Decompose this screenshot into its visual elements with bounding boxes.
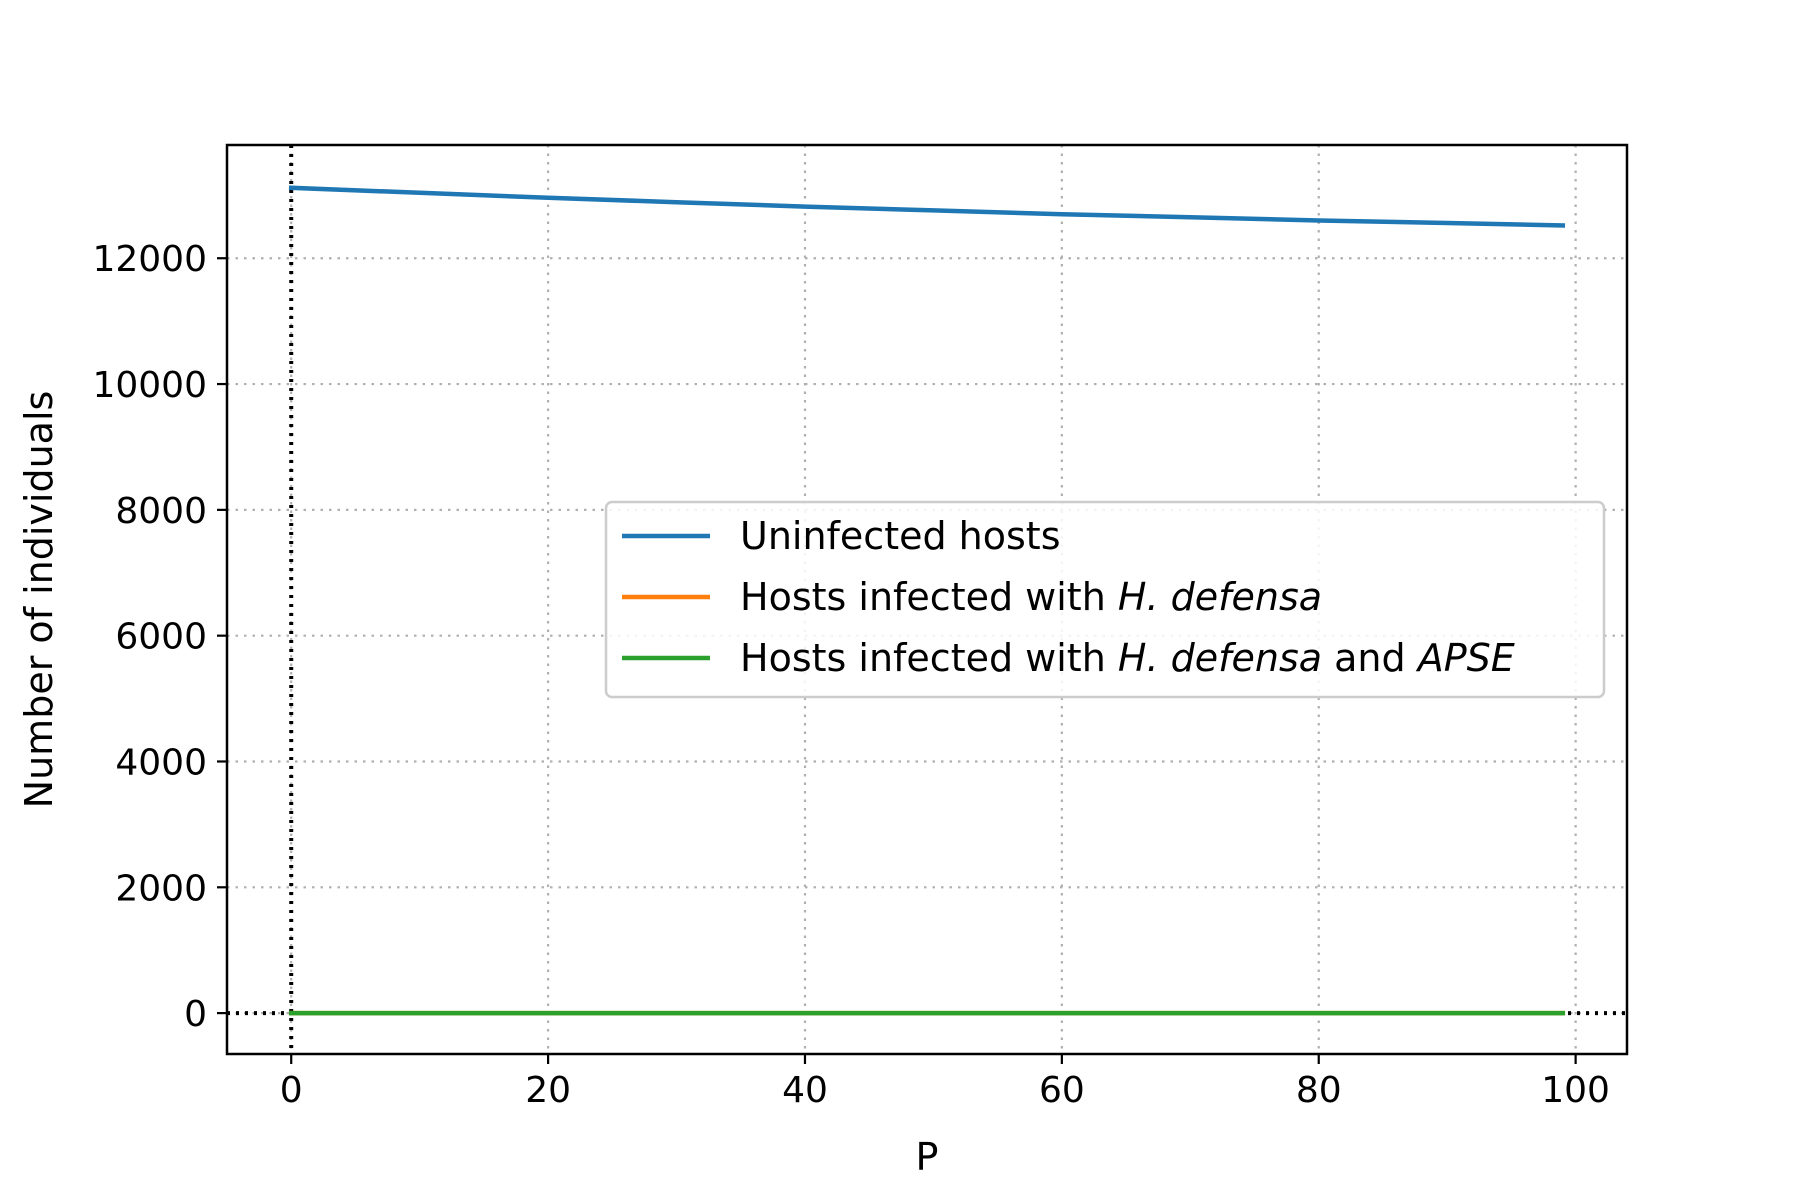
legend: Uninfected hosts Hosts infected with H. d… xyxy=(604,500,1606,699)
series-lines xyxy=(288,185,1566,1016)
legend-label-3: Hosts infected with H. defensa and APSE xyxy=(740,636,1515,680)
legend-box xyxy=(604,500,1606,699)
y-tick-label: 10000 xyxy=(92,365,207,406)
y-tick-label: 4000 xyxy=(115,742,207,783)
x-axis-label: P xyxy=(916,1135,939,1179)
y-tick-label: 8000 xyxy=(115,491,207,532)
x-tick-label: 100 xyxy=(1541,1070,1610,1111)
y-tick-label: 12000 xyxy=(92,239,207,280)
y-axis-label: Number of individuals xyxy=(17,391,61,809)
legend-label-2: Hosts infected with H. defensa xyxy=(740,575,1322,619)
y-tick-label: 0 xyxy=(184,994,207,1035)
series-line-1 xyxy=(288,185,1566,228)
x-tick-label: 0 xyxy=(280,1070,303,1111)
legend-label-1: Uninfected hosts xyxy=(740,514,1061,558)
plot-area-frame xyxy=(225,143,1629,1056)
y-tick-label: 2000 xyxy=(115,868,207,909)
y-tick-label: 6000 xyxy=(115,617,207,658)
axis-ticks: 0 20 40 60 80 100 0 2000 4000 6000 8000 10000 12000 xyxy=(92,239,1610,1111)
reference-lines xyxy=(227,145,1627,1054)
x-tick-label: 20 xyxy=(525,1070,571,1111)
x-tick-label: 40 xyxy=(782,1070,828,1111)
x-tick-label: 60 xyxy=(1039,1070,1085,1111)
x-tick-label: 80 xyxy=(1296,1070,1342,1111)
